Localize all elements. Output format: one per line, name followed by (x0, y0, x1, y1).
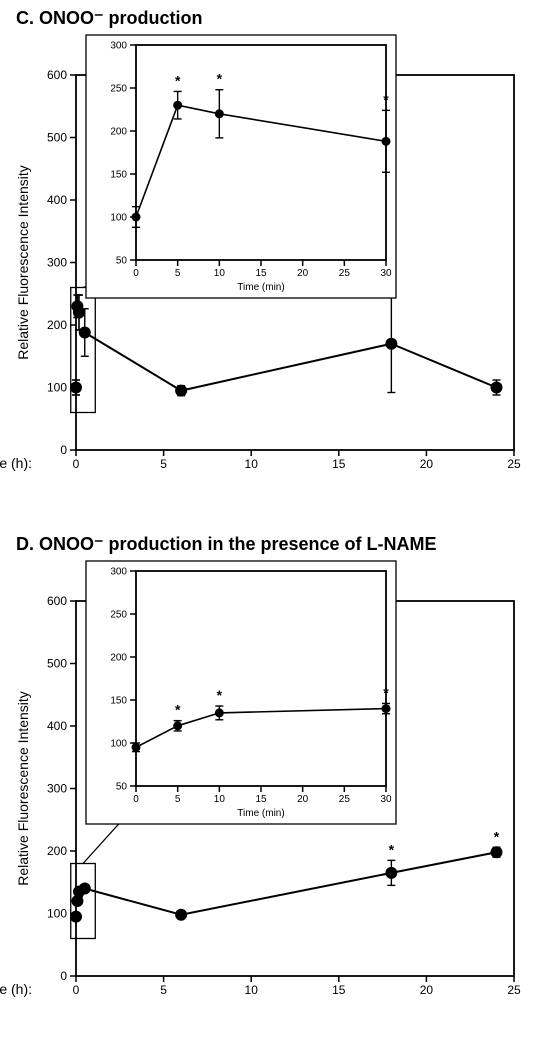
svg-text:100: 100 (47, 381, 67, 395)
svg-text:400: 400 (47, 719, 67, 733)
svg-text:15: 15 (332, 983, 346, 997)
svg-text:0: 0 (133, 268, 139, 279)
svg-text:10: 10 (245, 457, 259, 471)
svg-text:5: 5 (175, 268, 181, 279)
svg-text:100: 100 (110, 213, 127, 224)
svg-text:15: 15 (332, 457, 346, 471)
svg-text:25: 25 (507, 457, 521, 471)
svg-text:100: 100 (110, 739, 127, 750)
svg-text:10: 10 (214, 794, 226, 805)
svg-text:*: * (494, 828, 500, 844)
svg-text:500: 500 (47, 131, 67, 145)
svg-text:*: * (389, 841, 395, 857)
svg-text:150: 150 (110, 170, 127, 181)
svg-text:Relative Fluorescence Intensit: Relative Fluorescence Intensity (15, 691, 31, 886)
svg-text:250: 250 (110, 610, 127, 621)
svg-text:25: 25 (339, 268, 351, 279)
page: 05101520250100200300400500600Time (h):Re… (0, 0, 540, 1044)
svg-text:20: 20 (420, 457, 434, 471)
svg-text:*: * (383, 684, 389, 700)
svg-text:Time (min): Time (min) (237, 282, 284, 293)
svg-text:0: 0 (133, 794, 139, 805)
svg-text:100: 100 (47, 907, 67, 921)
svg-text:Relative Fluorescence Intensit: Relative Fluorescence Intensity (15, 165, 31, 360)
svg-text:25: 25 (507, 983, 521, 997)
svg-text:200: 200 (47, 318, 67, 332)
svg-text:Time (h):: Time (h): (0, 455, 32, 471)
svg-text:5: 5 (160, 457, 167, 471)
svg-text:50: 50 (116, 256, 128, 267)
panel-title-C: C. ONOO⁻ production (16, 8, 203, 29)
svg-text:10: 10 (214, 268, 226, 279)
svg-text:600: 600 (47, 68, 67, 82)
svg-text:50: 50 (116, 782, 128, 793)
svg-text:30: 30 (380, 268, 392, 279)
svg-text:15: 15 (255, 794, 267, 805)
svg-text:0: 0 (73, 457, 80, 471)
svg-text:20: 20 (420, 983, 434, 997)
svg-text:Time (min): Time (min) (237, 808, 284, 819)
svg-text:500: 500 (47, 657, 67, 671)
panel-title-D: D. ONOO⁻ production in the presence of L… (16, 534, 437, 555)
svg-text:5: 5 (175, 794, 181, 805)
svg-text:300: 300 (47, 782, 67, 796)
svg-text:15: 15 (255, 268, 267, 279)
svg-text:150: 150 (110, 696, 127, 707)
svg-text:200: 200 (110, 653, 127, 664)
svg-text:5: 5 (160, 983, 167, 997)
svg-text:25: 25 (339, 794, 351, 805)
svg-text:0: 0 (73, 983, 80, 997)
svg-text:20: 20 (297, 794, 309, 805)
figure-svg: 05101520250100200300400500600Time (h):Re… (0, 0, 540, 1044)
svg-text:300: 300 (47, 256, 67, 270)
svg-text:*: * (217, 71, 223, 87)
svg-text:600: 600 (47, 594, 67, 608)
svg-text:300: 300 (110, 41, 127, 52)
svg-text:20: 20 (297, 268, 309, 279)
svg-text:*: * (217, 687, 223, 703)
svg-text:200: 200 (47, 844, 67, 858)
svg-text:*: * (383, 91, 389, 107)
svg-text:0: 0 (60, 443, 67, 457)
svg-text:200: 200 (110, 127, 127, 138)
svg-text:400: 400 (47, 193, 67, 207)
svg-text:*: * (175, 702, 181, 718)
svg-text:10: 10 (245, 983, 259, 997)
svg-text:300: 300 (110, 567, 127, 578)
svg-text:Time (h):: Time (h): (0, 981, 32, 997)
svg-text:0: 0 (60, 969, 67, 983)
svg-text:30: 30 (380, 794, 392, 805)
svg-text:*: * (175, 72, 181, 88)
svg-text:250: 250 (110, 84, 127, 95)
